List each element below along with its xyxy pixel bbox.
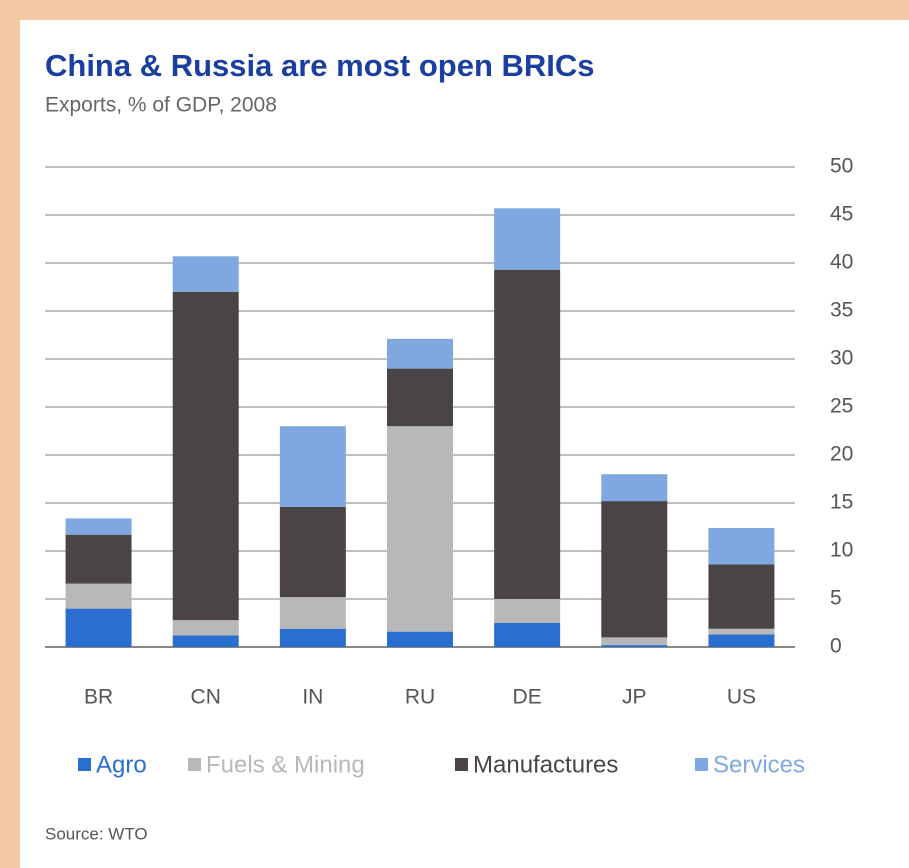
bar-segment xyxy=(601,474,667,501)
bar-segment xyxy=(173,292,239,620)
bar-segment xyxy=(387,369,453,427)
bar-segment xyxy=(601,645,667,647)
bar-segment xyxy=(66,584,132,609)
bar-segment xyxy=(280,426,346,507)
bar-segment xyxy=(708,635,774,647)
bar-segment xyxy=(280,629,346,647)
bar-segment xyxy=(66,518,132,534)
y-tick-label: 45 xyxy=(830,203,853,226)
legend-swatch xyxy=(695,758,708,771)
bar-segment xyxy=(494,270,560,599)
bar-segment xyxy=(66,535,132,584)
x-tick-label: CN xyxy=(191,686,221,709)
bar-segment xyxy=(66,609,132,647)
bar-segment xyxy=(708,564,774,628)
bar-segment xyxy=(387,632,453,647)
chart-subtitle: Exports, % of GDP, 2008 xyxy=(45,94,277,117)
bar-segment xyxy=(494,208,560,269)
legend-label: Fuels & Mining xyxy=(206,751,365,778)
x-tick-label: US xyxy=(727,686,756,709)
y-tick-label: 10 xyxy=(830,539,853,562)
legend-swatch xyxy=(188,758,201,771)
bar-segment xyxy=(601,637,667,645)
bar-segment xyxy=(708,528,774,564)
bar-segment xyxy=(387,426,453,631)
bar-segment xyxy=(494,599,560,623)
y-tick-label: 20 xyxy=(830,443,853,466)
x-tick-label: IN xyxy=(302,686,323,709)
bar-segment xyxy=(173,620,239,635)
x-tick-label: RU xyxy=(405,686,435,709)
y-tick-label: 5 xyxy=(830,587,842,610)
y-tick-label: 15 xyxy=(830,491,853,514)
chart: China & Russia are most open BRICs Expor… xyxy=(0,0,909,868)
panel xyxy=(20,20,909,868)
bar-segment xyxy=(280,507,346,597)
legend-swatch xyxy=(78,758,91,771)
bar-segment xyxy=(173,635,239,647)
chart-title: China & Russia are most open BRICs xyxy=(45,48,595,83)
y-tick-label: 25 xyxy=(830,395,853,418)
y-tick-label: 40 xyxy=(830,251,853,274)
legend-label: Services xyxy=(713,751,805,778)
source: Source: WTO xyxy=(45,824,148,843)
legend-swatch xyxy=(455,758,468,771)
bar-segment xyxy=(280,597,346,629)
y-tick-label: 30 xyxy=(830,347,853,370)
y-tick-label: 0 xyxy=(830,635,842,658)
x-tick-label: BR xyxy=(84,686,113,709)
bar-segment xyxy=(173,256,239,292)
x-tick-label: JP xyxy=(622,686,647,709)
x-tick-label: DE xyxy=(513,686,542,709)
legend-label: Agro xyxy=(96,751,147,778)
bar-segment xyxy=(494,623,560,647)
legend-label: Manufactures xyxy=(473,751,618,778)
bar-segment xyxy=(601,501,667,637)
bar-segment xyxy=(387,339,453,369)
bar-segment xyxy=(708,629,774,635)
y-tick-label: 50 xyxy=(830,155,853,178)
y-tick-label: 35 xyxy=(830,299,853,322)
page: China & Russia are most open BRICs Expor… xyxy=(0,0,909,868)
